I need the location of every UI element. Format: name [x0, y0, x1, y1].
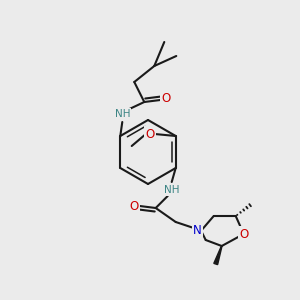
Text: O: O — [129, 200, 138, 212]
Text: O: O — [239, 227, 248, 241]
Polygon shape — [214, 246, 222, 265]
Text: O: O — [162, 92, 171, 104]
Text: O: O — [145, 128, 154, 140]
Text: NH: NH — [164, 185, 179, 195]
Text: NH: NH — [115, 109, 130, 119]
Text: N: N — [193, 224, 202, 236]
